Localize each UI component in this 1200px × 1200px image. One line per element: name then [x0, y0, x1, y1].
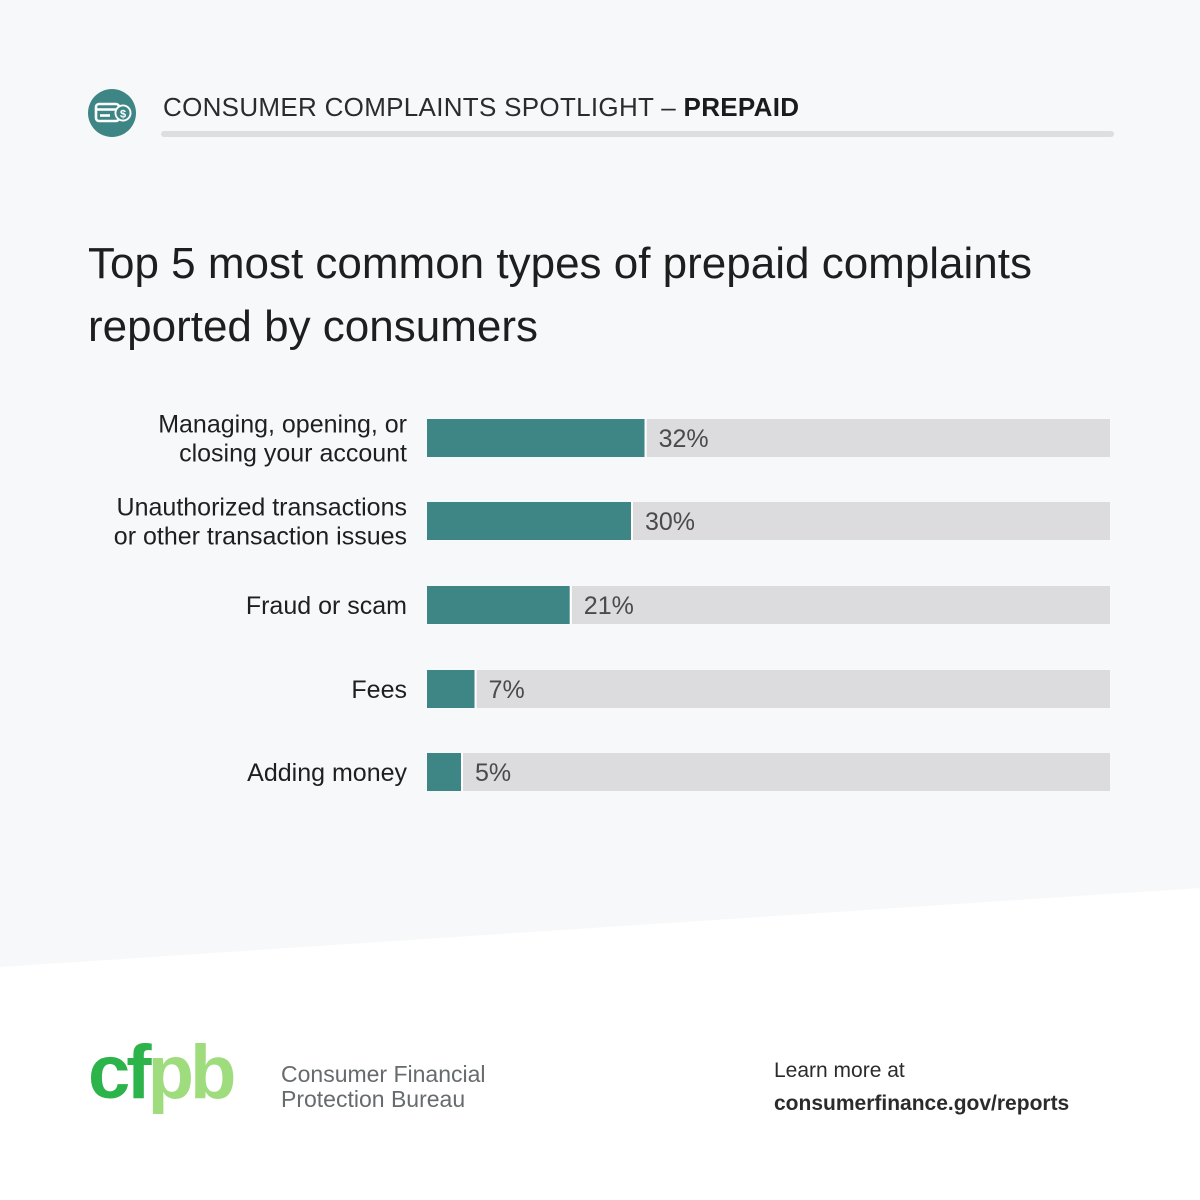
chart-title: Top 5 most common types of prepaid compl… [88, 239, 1033, 351]
bar-separator [461, 753, 463, 791]
data-label: 30% [645, 508, 695, 536]
bar-track [427, 670, 1110, 708]
data-label: 7% [489, 676, 525, 704]
data-label: 32% [659, 425, 709, 453]
agency-name: Consumer Financial Protection Bureau [281, 1062, 486, 1112]
learn-more-label: Learn more at [774, 1059, 905, 1082]
data-label: 5% [475, 759, 511, 787]
bar-track [427, 753, 1110, 791]
agency-line-1: Consumer Financial [281, 1061, 486, 1087]
bar [427, 670, 475, 708]
category-label: Adding money [247, 759, 407, 787]
category-label: Fees [351, 676, 407, 704]
category-label: Managing, opening, or [158, 411, 407, 439]
bar-row: 7% Fees [351, 670, 1110, 708]
bar [427, 419, 645, 457]
bar [427, 753, 461, 791]
bar [427, 586, 570, 624]
category-label: Fraud or scam [246, 592, 407, 620]
bar-separator [631, 502, 633, 540]
svg-text:$: $ [120, 109, 126, 121]
agency-line-2: Protection Bureau [281, 1086, 466, 1112]
bar-separator [569, 586, 572, 624]
header-divider [161, 131, 1114, 137]
reports-link[interactable]: consumerfinance.gov/reports [774, 1092, 1070, 1115]
bar-separator [644, 419, 647, 457]
bar-row: 21% Fraud or scam [246, 586, 1110, 624]
cfpb-logo: cfpb [88, 1040, 238, 1115]
topic-label: PREPAID [683, 92, 800, 122]
category-label: closing your account [179, 440, 407, 468]
data-label: 21% [584, 592, 634, 620]
prepaid-card-icon: $ [88, 89, 136, 137]
header-title: CONSUMER COMPLAINTS SPOTLIGHT – PREPAID [163, 92, 799, 123]
bar-row: 5% Adding money [247, 753, 1110, 791]
bar [427, 502, 631, 540]
category-label: Unauthorized transactions [117, 494, 407, 522]
learn-more: Learn more at consumerfinance.gov/report… [774, 1054, 1069, 1120]
bar-separator [474, 670, 477, 708]
spotlight-label: CONSUMER COMPLAINTS SPOTLIGHT – [163, 92, 677, 122]
category-label: or other transaction issues [114, 523, 407, 551]
svg-text:cfpb: cfpb [88, 1040, 234, 1115]
